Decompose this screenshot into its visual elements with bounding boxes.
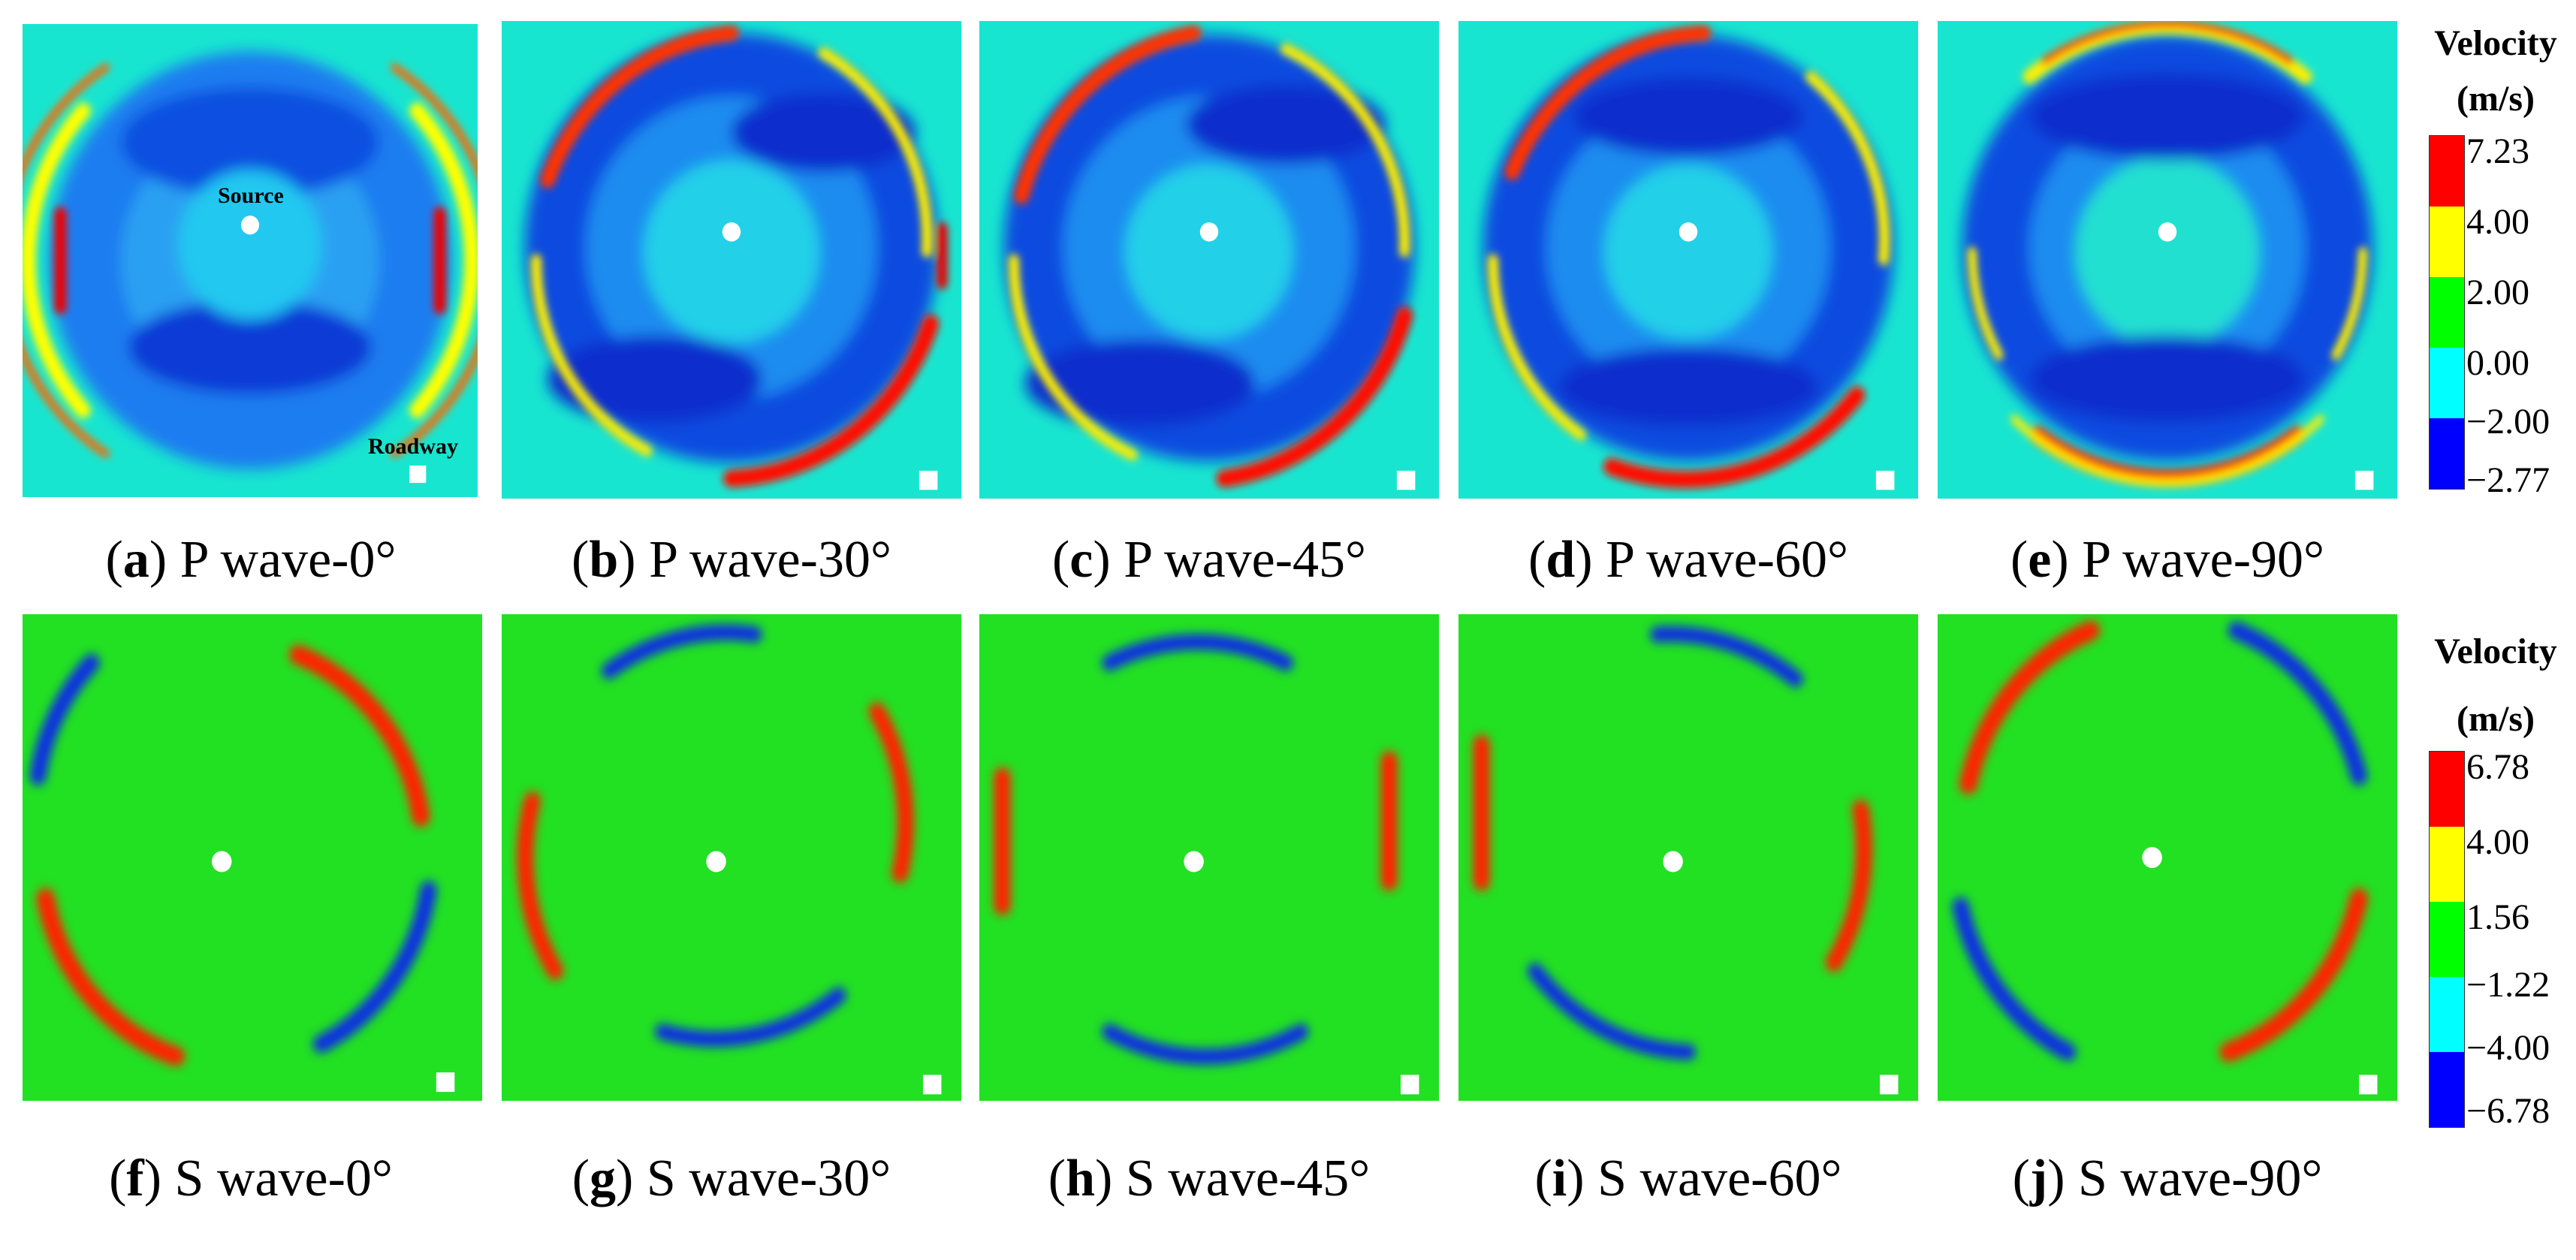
colorbar-band — [2430, 902, 2464, 977]
panel-e — [1938, 21, 2397, 499]
caption-e: (e) P wave-90° — [2010, 531, 2325, 589]
legend-s: Velocity (m/s) 6.78 4.00 1.56 −1.22 −4.0… — [2417, 631, 2574, 1141]
colorbar-band — [2430, 136, 2464, 206]
legend-tick: 0.00 — [2466, 343, 2529, 383]
colorbar-band — [2430, 348, 2464, 418]
colorbar-band — [2430, 206, 2464, 277]
caption-g: (g) S wave-30° — [572, 1150, 891, 1207]
colorbar — [2429, 751, 2465, 1128]
legend-tick: −4.00 — [2466, 1028, 2550, 1068]
legend-tick: 1.56 — [2466, 897, 2529, 937]
panel-i — [1458, 614, 1918, 1101]
legend-unit: (m/s) — [2457, 79, 2535, 119]
legend-tick: −2.00 — [2466, 402, 2550, 442]
colorbar-band — [2430, 977, 2464, 1052]
caption-i: (i) S wave-60° — [1534, 1150, 1842, 1207]
roadway-label: Roadway — [368, 434, 459, 459]
legend-tick: 4.00 — [2466, 822, 2529, 862]
panel-f — [23, 614, 482, 1101]
legend-tick: 4.00 — [2466, 202, 2529, 242]
panel-d — [1458, 21, 1918, 499]
legend-title: Velocity — [2434, 632, 2557, 671]
caption-a: (a) P wave-0° — [105, 531, 397, 589]
caption-c: (c) P wave-45° — [1051, 531, 1367, 589]
legend-tick: 6.78 — [2466, 747, 2529, 787]
legend-p: Velocity (m/s) 7.23 4.00 2.00 0.00 −2.00… — [2417, 23, 2574, 503]
colorbar-band — [2430, 827, 2464, 902]
caption-j: (j) S wave-90° — [2012, 1150, 2323, 1207]
colorbar-band — [2430, 277, 2464, 348]
caption-h: (h) S wave-45° — [1048, 1150, 1371, 1207]
colorbar-band — [2430, 1052, 2464, 1127]
legend-tick: −1.22 — [2466, 965, 2550, 1005]
legend-tick: −6.78 — [2466, 1091, 2550, 1131]
caption-b: (b) P wave-30° — [572, 531, 891, 589]
caption-f: (f) S wave-0° — [109, 1150, 393, 1207]
legend-tick: −2.77 — [2466, 460, 2550, 500]
colorbar — [2429, 135, 2465, 490]
panel-h — [979, 614, 1439, 1101]
colorbar-band — [2430, 418, 2464, 489]
caption-d: (d) P wave-60° — [1528, 531, 1848, 589]
panel-c — [979, 21, 1439, 499]
panel-j — [1938, 614, 2397, 1101]
legend-tick: 7.23 — [2466, 131, 2529, 171]
legend-title: Velocity — [2434, 23, 2557, 63]
panel-a — [23, 24, 478, 497]
panel-b — [502, 21, 961, 499]
colorbar-band — [2430, 752, 2464, 827]
panel-g — [502, 614, 961, 1101]
legend-unit: (m/s) — [2457, 699, 2535, 739]
legend-tick: 2.00 — [2466, 273, 2529, 312]
source-label: Source — [218, 183, 284, 208]
